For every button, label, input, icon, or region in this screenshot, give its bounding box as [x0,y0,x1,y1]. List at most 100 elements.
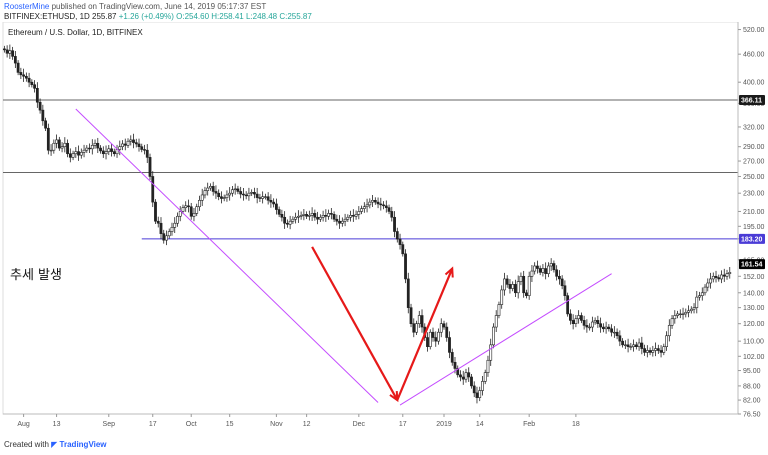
high-value: H:258.41 [211,12,244,21]
candle [296,210,300,223]
candle [382,201,385,210]
candle-body-down [214,191,218,194]
candle [621,338,624,348]
candle [132,133,135,149]
candle-body-down [461,376,465,380]
candle-body-up [637,342,641,347]
candle [327,209,330,220]
candle-body-down [5,49,9,54]
candle-body-down [96,142,100,149]
candle [242,187,245,201]
author-link[interactable]: RoosterMine [4,2,50,11]
candle [137,138,141,152]
x-tick-label: 18 [572,421,580,428]
candle-body-down [621,340,624,346]
candle-body-down [514,284,517,294]
candle [560,275,564,290]
trendline-1 [399,273,612,406]
candle [154,199,157,224]
candle-body-up [291,218,295,222]
candle [387,204,391,215]
x-tick-label: 13 [53,421,61,428]
candle [492,323,495,349]
candle-body-up [79,152,83,156]
candle [662,343,666,356]
candle-body-up [678,313,682,316]
candle [165,230,168,246]
candle [398,233,402,250]
candle-body-down [329,213,333,215]
candle [261,191,265,204]
candle-body-down [552,263,556,271]
drawings [75,108,612,406]
arrow-head [389,391,399,403]
candle [134,138,138,148]
candle-body-up [417,315,421,324]
candle [533,262,537,275]
candle-body-down [544,268,548,274]
price-chart[interactable]: Aug 13 Sep 17 Oct 15 Nov 12 Dec 17 2019 14 Feb 18 520… [0,22,768,438]
candle-body-down [579,315,583,321]
candle [362,202,366,213]
candle-body-down [610,328,614,333]
candle [52,139,56,154]
symbol-label: BITFINEX:ETHUSD, 1D [4,12,90,21]
candle-body-up [104,151,108,155]
y-tick-label: 102.00 [743,354,765,361]
candle-body-up [8,50,12,54]
candle [406,272,410,314]
candle-body-down [601,326,605,330]
candle-body-down [387,207,391,212]
candle-body-up [74,151,78,155]
candle [508,279,512,294]
candle [626,338,630,353]
candle [11,46,15,60]
candle-body-up [261,196,265,199]
candle [577,310,581,324]
candle-body-down [33,84,36,89]
candle [552,260,556,273]
candle [516,275,520,299]
candle [434,331,438,347]
candle-body-down [134,142,138,145]
candle-body-down [255,193,259,198]
candle [66,139,69,158]
candle-body-up [604,326,608,330]
candle-body-up [225,194,229,198]
candle-body-up [527,275,531,296]
candle-body-up [107,148,111,152]
candle-body-up [709,278,712,284]
candle-body-down [568,313,572,321]
candle-body-up [121,143,124,148]
y-tick-label: 400.00 [743,80,765,87]
candle-body-up [365,204,369,208]
candle-body-down [615,331,619,337]
candle [285,219,289,228]
candle [231,185,234,197]
candle [538,265,542,276]
y-tick-label: 460.00 [743,52,765,59]
candle [651,345,655,357]
candle-body-up [464,372,468,380]
candle-body-up [360,208,363,212]
candle [71,150,75,161]
candle-body-down [426,337,429,347]
candle-body-down [717,277,721,280]
y-tick-label: 82.00 [743,398,761,405]
candle [220,191,223,204]
y-tick-label: 95.00 [743,368,761,375]
candle [305,211,309,220]
arrow-3 [396,266,454,401]
tradingview-brand[interactable]: TradingView [59,440,107,449]
candle-body-down [13,56,17,64]
price-badge-box [739,94,765,105]
y-axis[interactable]: 520.00460.00400.00360.00320.00290.00270.… [738,27,765,419]
arrow-shaft [396,268,454,401]
candle [676,310,679,319]
candle-body-up [720,274,723,280]
candle [582,315,586,330]
candle-body-up [428,331,432,347]
open-value: O:254.60 [176,12,210,21]
candle-body-down [525,292,528,296]
x-tick-label: 15 [226,421,234,428]
